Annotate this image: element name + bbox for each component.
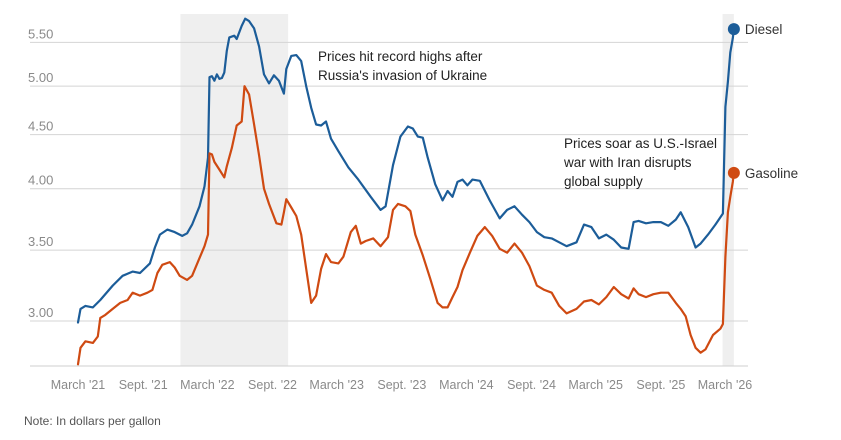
x-tick-label: March '23 [309, 378, 364, 392]
series-end-marker-diesel [727, 23, 740, 36]
y-axis-tick-labels: 3.00 3.50 4.00 4.50 5.00 5.50 [28, 26, 53, 320]
x-tick-label: March '21 [51, 378, 106, 392]
x-tick-label: Sept. '23 [377, 378, 426, 392]
x-tick-label: March '25 [568, 378, 623, 392]
x-tick-label: Sept. '25 [636, 378, 685, 392]
y-tick-label: 3.50 [28, 234, 53, 249]
annotation-invasion-line-2: Russia's invasion of Ukraine [318, 68, 487, 83]
series-end-labels: Diesel Gasoline [745, 22, 798, 181]
chart-note: Note: In dollars per gallon [24, 414, 161, 428]
series-line-diesel [76, 17, 735, 324]
series-line-gasoline [76, 85, 735, 366]
x-tick-label: Sept. '24 [507, 378, 556, 392]
price-chart: 3.00 3.50 4.00 4.50 5.00 5.50 March '21 Sept. … [28, 14, 798, 392]
x-tick-label: Sept. '21 [119, 378, 168, 392]
x-axis-tick-labels: March '21 Sept. '21 March '22 Sept. '22 Marc… [51, 378, 753, 392]
annotation-iran-line-2: war with Iran disrupts [563, 155, 692, 170]
y-gridlines [30, 41, 748, 367]
shaded-periods [180, 14, 734, 366]
x-tick-label: March '24 [439, 378, 494, 392]
annotation-iran-line-1: Prices soar as U.S.-Israel [564, 136, 717, 151]
y-tick-label: 5.00 [28, 70, 53, 85]
series-end-marker-gasoline [727, 166, 740, 179]
y-tick-label: 5.50 [28, 26, 53, 41]
y-tick-label: 4.50 [28, 119, 53, 134]
x-tick-label: Sept. '22 [248, 378, 297, 392]
annotations: Prices hit record highs after Russia's i… [318, 49, 717, 189]
y-tick-label: 3.00 [28, 305, 53, 320]
legend-label-gasoline: Gasoline [745, 166, 798, 181]
x-tick-label: March '22 [180, 378, 235, 392]
annotation-iran-line-3: global supply [564, 174, 643, 189]
legend-label-diesel: Diesel [745, 22, 783, 37]
shaded-period-2 [722, 14, 734, 366]
x-tick-label: March '26 [698, 378, 753, 392]
annotation-invasion-line-1: Prices hit record highs after [318, 49, 483, 64]
series-lines [76, 17, 740, 366]
y-tick-label: 4.00 [28, 173, 53, 188]
shaded-period-1 [180, 14, 289, 366]
